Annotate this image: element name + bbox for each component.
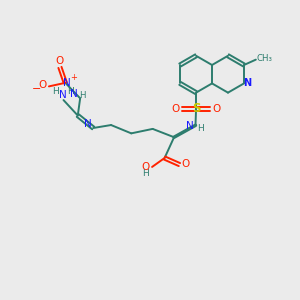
Text: O: O xyxy=(181,159,190,169)
Text: CH₃: CH₃ xyxy=(256,54,272,63)
Text: N: N xyxy=(84,119,92,129)
Text: H: H xyxy=(197,124,204,133)
Text: N: N xyxy=(186,121,194,131)
Text: N: N xyxy=(70,89,77,99)
Text: +: + xyxy=(70,73,77,82)
Text: H: H xyxy=(52,87,59,96)
Text: O: O xyxy=(213,104,221,114)
Text: H: H xyxy=(142,169,149,178)
Text: N: N xyxy=(63,78,70,88)
Text: O: O xyxy=(38,80,46,90)
Text: O: O xyxy=(55,56,64,66)
Text: H: H xyxy=(67,87,73,96)
Text: O: O xyxy=(171,104,179,114)
Text: S: S xyxy=(192,103,200,116)
Text: N: N xyxy=(244,78,252,88)
Text: O: O xyxy=(141,162,150,172)
Text: N: N xyxy=(59,90,67,100)
Text: H: H xyxy=(79,91,86,100)
Text: −: − xyxy=(32,84,41,94)
